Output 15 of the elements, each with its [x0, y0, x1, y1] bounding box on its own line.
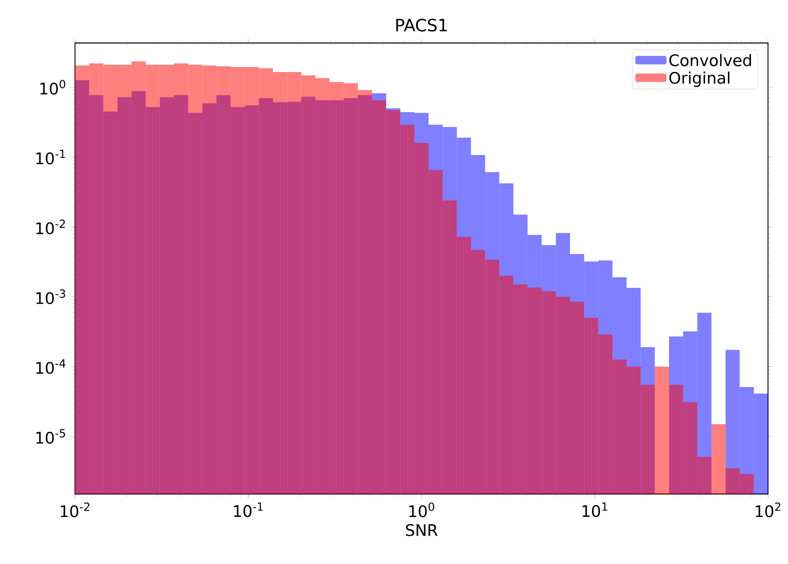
x-tick-label: 10$^{-2}$	[60, 502, 90, 518]
y-tick-label: 10$^{-5}$	[36, 429, 66, 444]
legend-label: Convolved	[669, 54, 751, 66]
legend-label: Original	[669, 72, 730, 87]
y-tick-label: 10$^{-4}$	[36, 359, 66, 374]
chart-title: PACS1	[396, 18, 447, 32]
x-tick-label: 10$^{-1}$	[234, 502, 263, 518]
y-tick-label: 10$^{-1}$	[36, 150, 65, 164]
x-tick-label: 10$^{0}$	[409, 502, 434, 518]
x-tick-label: 10$^{1}$	[582, 502, 608, 518]
y-tick-label: 10$^{-2}$	[36, 220, 65, 234]
y-tick-label: 10$^{0}$	[40, 80, 66, 95]
y-tick-label: 10$^{-3}$	[36, 289, 66, 304]
x-tick-label: 10$^{2}$	[756, 502, 780, 518]
x-axis-title: SNR	[406, 524, 438, 536]
